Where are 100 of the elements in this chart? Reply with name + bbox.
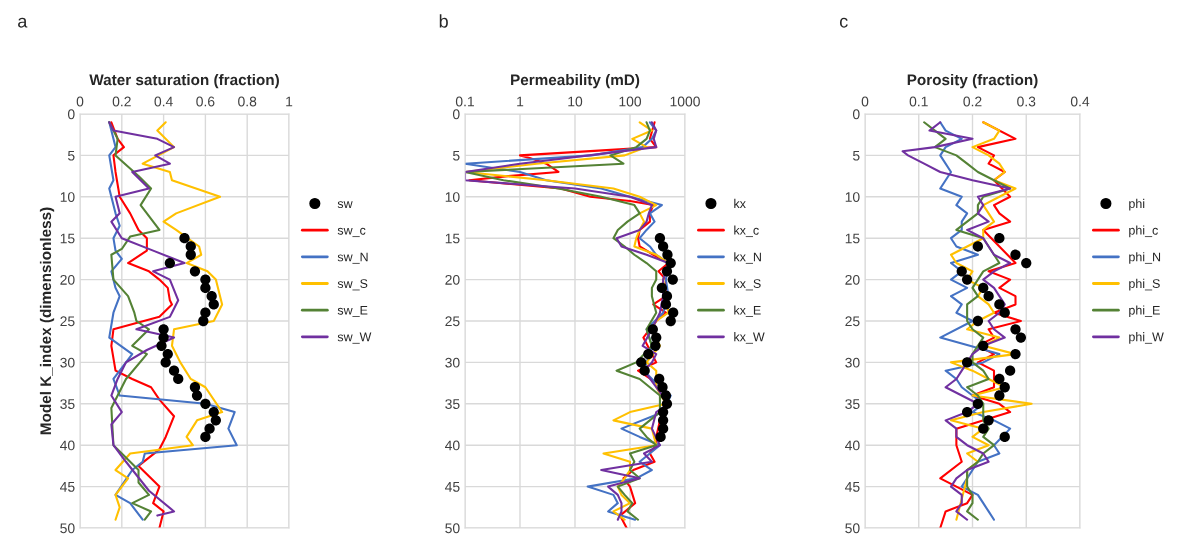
- line-series: [108, 121, 238, 521]
- y-tick-label: 25: [60, 316, 75, 327]
- x-axis-title: Water saturation (fraction): [89, 74, 279, 89]
- line-series: [108, 121, 186, 517]
- point: [983, 291, 994, 302]
- legend-label: sw: [337, 201, 353, 209]
- point: [160, 357, 171, 368]
- legend-label: phi_c: [1129, 225, 1158, 238]
- point: [173, 373, 184, 385]
- line-series: [949, 121, 1033, 521]
- x-axis-title: Permeability (mD): [511, 74, 640, 89]
- y-tick-label: 5: [452, 150, 460, 161]
- y-tick-label: 5: [852, 150, 860, 161]
- point: [994, 390, 1005, 401]
- point: [999, 431, 1010, 443]
- point: [999, 382, 1010, 393]
- point: [994, 299, 1005, 310]
- y-tick-label: 10: [60, 192, 75, 202]
- point: [200, 431, 211, 443]
- point: [994, 233, 1005, 244]
- legend-label: phi_N: [1129, 252, 1161, 264]
- y-tick-label: 45: [60, 482, 75, 492]
- y-tick-label: 15: [60, 233, 75, 244]
- y-tick-label: 40: [60, 440, 75, 451]
- y-tick-label: 30: [60, 357, 75, 368]
- point: [956, 266, 967, 277]
- point: [206, 291, 217, 302]
- point: [164, 257, 176, 269]
- y-tick-label: 50: [845, 523, 860, 534]
- y-tick-label: 50: [60, 523, 75, 534]
- x-tick-label: 10: [568, 96, 583, 107]
- y-tick-label: 10: [845, 192, 860, 202]
- y-tick-label: 45: [445, 482, 460, 492]
- legend-label: phi: [1129, 198, 1145, 211]
- point: [978, 282, 989, 294]
- point: [983, 415, 994, 426]
- legend-label: kx_S: [734, 278, 761, 291]
- point: [961, 406, 973, 418]
- point: [162, 348, 173, 360]
- legend-label: kx_c: [734, 225, 759, 238]
- legend-label: phi_E: [1129, 305, 1160, 318]
- y-tick-label: 0: [67, 109, 75, 120]
- y-tick-label: 15: [445, 233, 460, 244]
- point: [1010, 324, 1021, 335]
- legend-label: sw_E: [337, 305, 368, 318]
- legend-label: sw_c: [337, 227, 366, 238]
- y-tick-label: 0: [452, 109, 460, 120]
- legend-label: phi_W: [1129, 332, 1164, 344]
- point: [200, 274, 211, 285]
- point: [204, 423, 215, 434]
- y-tick-label: 35: [60, 399, 75, 409]
- legend-label: sw_N: [337, 252, 368, 264]
- legend-label: sw_S: [337, 279, 368, 291]
- point: [972, 315, 984, 327]
- legend-label: kx_N: [734, 252, 761, 264]
- x-tick-label: 0.1: [909, 96, 928, 107]
- point: [1010, 348, 1021, 360]
- x-tick-label: 0.6: [196, 96, 215, 107]
- x-tick-label: 0.1: [455, 96, 474, 107]
- y-axis-title: Model K_index (dimensionless): [39, 207, 55, 435]
- legend-label: kx_W: [734, 332, 765, 344]
- y-tick-label: 30: [445, 357, 460, 368]
- point: [210, 415, 221, 426]
- point: [200, 398, 211, 409]
- y-tick-label: 50: [445, 523, 460, 534]
- legend-label: kx: [734, 198, 746, 208]
- text: b: [439, 14, 448, 28]
- line-series: [901, 121, 1012, 521]
- x-tick-label: 0.2: [963, 96, 982, 107]
- point: [972, 398, 984, 409]
- y-tick-label: 20: [60, 274, 75, 285]
- y-tick-label: 0: [852, 109, 860, 120]
- y-tick-label: 30: [845, 357, 860, 368]
- point: [191, 390, 203, 401]
- y-tick-label: 25: [445, 316, 460, 327]
- y-tick-label: 20: [845, 274, 860, 285]
- x-tick-label: 0.2: [112, 96, 131, 107]
- point: [198, 315, 209, 327]
- y-tick-label: 45: [845, 482, 860, 492]
- y-tick-label: 10: [445, 192, 460, 202]
- point: [185, 249, 196, 260]
- y-tick-label: 40: [445, 440, 460, 451]
- point: [972, 241, 984, 252]
- text: a: [18, 17, 28, 28]
- legend-label: phi_S: [1129, 278, 1160, 291]
- point: [961, 274, 973, 285]
- legend-label: sw_W: [337, 332, 372, 344]
- point: [189, 266, 201, 277]
- point: [158, 332, 169, 343]
- point: [978, 340, 989, 351]
- point: [208, 406, 219, 418]
- y-tick-label: 35: [845, 399, 860, 409]
- x-tick-label: 0.3: [1017, 96, 1036, 107]
- x-axis-title: Porosity (fraction): [907, 74, 1038, 89]
- point: [156, 340, 167, 351]
- x-tick-label: 0.4: [154, 96, 173, 107]
- text: c: [839, 17, 848, 28]
- line-series: [114, 121, 224, 521]
- point: [189, 382, 201, 393]
- point: [179, 233, 190, 244]
